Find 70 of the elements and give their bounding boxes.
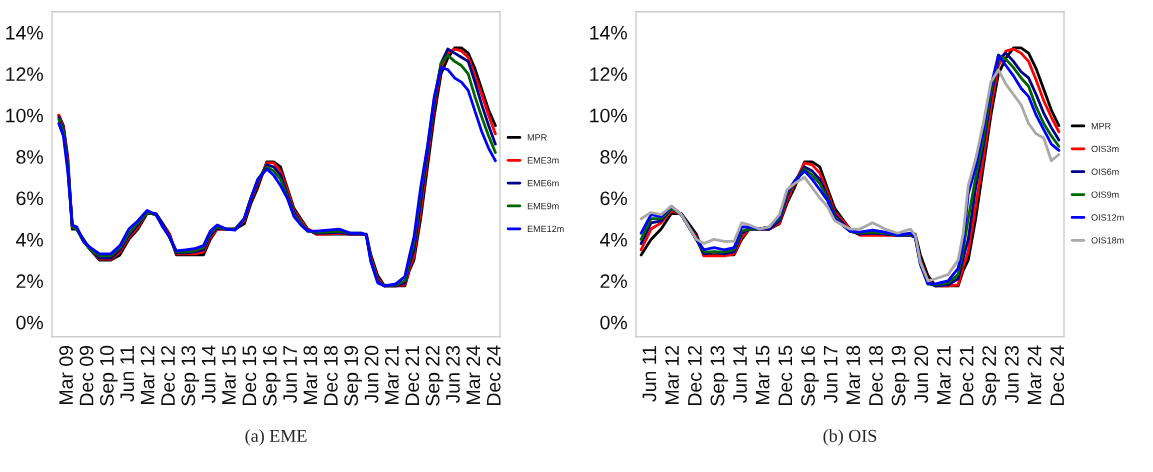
legend-label: MPR <box>1091 122 1111 130</box>
x-tick-label: Jun 11 <box>642 345 657 402</box>
y-tick-label: 8% <box>600 150 627 164</box>
y-tick-label: 0% <box>16 315 43 330</box>
legend-label: EME12m <box>527 225 564 232</box>
x-tick-label: Dec 12 <box>161 346 175 406</box>
x-tick-label: Jun 23 <box>446 345 460 404</box>
x-tick-label: Dec 18 <box>323 345 338 406</box>
y-tick-label: 12% <box>590 67 627 81</box>
x-tick-label: Dec 24 <box>1050 345 1065 406</box>
legend-label: EME3m <box>527 157 559 164</box>
y-tick-label: 14% <box>590 25 627 40</box>
x-tick-label: Jun 14 <box>733 345 747 404</box>
x-tick-label: Mar 24 <box>1027 345 1042 404</box>
x-tick-label: Dec 21 <box>405 345 420 406</box>
x-tick-label: Dec 12 <box>687 346 702 406</box>
legend-label: EME6m <box>527 179 559 187</box>
y-tick-label: 6% <box>16 191 43 206</box>
y-tick-label: 0% <box>600 315 627 330</box>
x-tick-label: Sep 10 <box>100 345 118 406</box>
legend-label: OIS6m <box>1091 168 1119 175</box>
y-tick-label: 4% <box>600 232 627 247</box>
x-tick-label: Sep 22 <box>425 346 444 406</box>
x-tick-label: Sep 13 <box>710 345 729 406</box>
legend-label: OIS9m <box>1091 191 1119 198</box>
y-tick-label: 12% <box>6 67 43 81</box>
x-tick-label: Jun 23 <box>1004 345 1019 404</box>
x-tick-label: Mar 12 <box>140 346 155 404</box>
x-tick-label: Dec 15 <box>778 345 793 406</box>
x-tick-label: Mar 18 <box>303 345 318 404</box>
y-tick-label: 2% <box>16 274 43 288</box>
legend-label: OIS18m <box>1091 237 1124 244</box>
x-tick-label: Mar 24 <box>466 345 481 404</box>
y-tick-label: 2% <box>600 274 627 288</box>
x-tick-label: Jun 20 <box>364 345 379 404</box>
x-tick-label: Sep 19 <box>891 345 910 406</box>
legend-label: OIS3m <box>1091 145 1119 153</box>
y-tick-label: 6% <box>600 191 627 206</box>
x-tick-label: Dec 18 <box>869 345 883 406</box>
x-tick-label: Jun 20 <box>914 345 929 404</box>
x-tick-label: Sep 19 <box>344 345 362 406</box>
x-tick-label: Mar 21 <box>936 345 951 404</box>
x-tick-label: Dec 09 <box>79 345 94 406</box>
y-tick-label: 10% <box>6 108 43 123</box>
x-tick-label: Sep 16 <box>801 345 819 406</box>
x-tick-label: Jun 14 <box>201 345 216 404</box>
legend-label: EME9m <box>527 202 559 210</box>
x-tick-label: Mar 15 <box>222 345 236 404</box>
x-tick-label: Mar 15 <box>755 345 770 404</box>
x-tick-label: Jun 17 <box>823 346 838 404</box>
x-tick-label: Sep 16 <box>262 345 281 406</box>
x-tick-label: Mar 18 <box>846 345 861 404</box>
x-tick-label: Sep 13 <box>181 345 200 406</box>
legend-label: OIS12m <box>1091 214 1124 221</box>
x-tick-label: Jun 17 <box>283 346 297 404</box>
x-tick-label: Mar 12 <box>665 346 679 404</box>
y-tick-label: 4% <box>16 232 43 247</box>
x-tick-label: Dec 24 <box>486 345 501 406</box>
y-tick-label: 14% <box>6 25 43 40</box>
legend-label: MPR <box>527 134 547 141</box>
text: (a) EME <box>245 429 307 446</box>
text: (b) OIS <box>823 429 877 446</box>
y-tick-label: 10% <box>590 108 627 123</box>
y-tick-label: 8% <box>16 150 43 164</box>
x-tick-label: Sep 22 <box>982 346 1000 406</box>
x-tick-label: Mar 21 <box>384 345 399 404</box>
x-tick-label: Dec 15 <box>242 345 257 406</box>
x-tick-label: Dec 21 <box>959 345 974 406</box>
x-tick-label: Mar 09 <box>59 345 73 404</box>
x-tick-label: Jun 11 <box>120 345 135 402</box>
